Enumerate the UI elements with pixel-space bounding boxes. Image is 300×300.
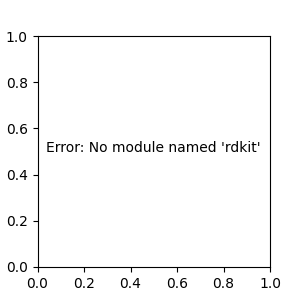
Text: Error: No module named 'rdkit': Error: No module named 'rdkit' xyxy=(46,140,261,154)
